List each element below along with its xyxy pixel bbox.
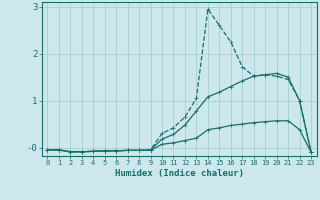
X-axis label: Humidex (Indice chaleur): Humidex (Indice chaleur) (115, 169, 244, 178)
